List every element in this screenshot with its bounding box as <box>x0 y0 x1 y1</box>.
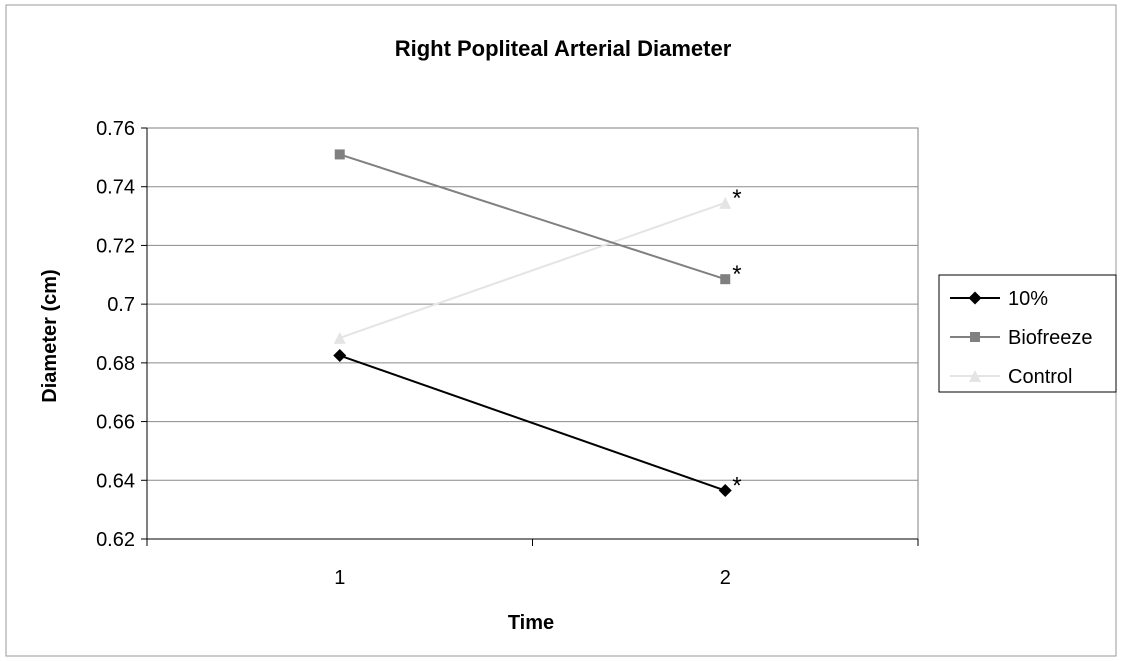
triangle-marker <box>969 370 981 382</box>
square-marker <box>720 274 731 285</box>
series-10- <box>333 349 732 498</box>
triangle-marker <box>333 331 346 344</box>
triangle-marker <box>719 196 732 209</box>
y-tick-label: 0.66 <box>96 412 135 434</box>
legend-label: 10% <box>1008 288 1048 310</box>
legend-item: Biofreeze <box>950 327 1093 349</box>
legend-box <box>938 274 1117 393</box>
legend: 10% Biofreeze Control <box>938 274 1117 393</box>
y-tick-label: 0.72 <box>96 235 135 257</box>
y-tick-label: 0.7 <box>107 294 135 316</box>
legend-item: Control <box>950 366 1072 388</box>
series-line <box>339 153 726 281</box>
legend-item: 10% <box>950 288 1048 310</box>
square-marker <box>334 149 345 160</box>
axes <box>146 128 919 546</box>
gridlines <box>141 127 918 540</box>
series-line <box>339 354 726 492</box>
diamond-marker <box>968 291 982 305</box>
y-tick-label: 0.64 <box>96 470 135 492</box>
square-marker <box>970 332 980 342</box>
plot-area <box>146 127 919 540</box>
y-tick-label: 0.68 <box>96 353 135 375</box>
x-axis-title: Time <box>508 612 554 634</box>
y-tick-labels: 0.62 0.64 0.66 0.68 0.7 0.72 0.74 0.76 <box>96 118 135 551</box>
y-tick-label: 0.76 <box>96 118 135 140</box>
series-biofreeze <box>334 149 731 285</box>
significance-annotation: * <box>732 185 741 212</box>
legend-label: Biofreeze <box>1008 327 1093 349</box>
series-layer <box>333 149 732 498</box>
significance-annotation: * <box>732 473 741 500</box>
diamond-marker <box>718 484 732 498</box>
x-tick-label: 2 <box>720 567 731 589</box>
y-tick-label: 0.62 <box>96 529 135 551</box>
y-axis-title: Diameter (cm) <box>39 269 61 402</box>
legend-label: Control <box>1008 366 1072 388</box>
x-tick-label: 1 <box>334 567 345 589</box>
significance-annotation: * <box>732 261 741 288</box>
chart-title: Right Popliteal Arterial Diameter <box>395 36 732 61</box>
diamond-marker <box>333 349 347 363</box>
y-tick-label: 0.74 <box>96 177 135 199</box>
series-line <box>339 201 726 339</box>
series-control <box>333 196 732 344</box>
annotations: * * * <box>732 185 741 500</box>
